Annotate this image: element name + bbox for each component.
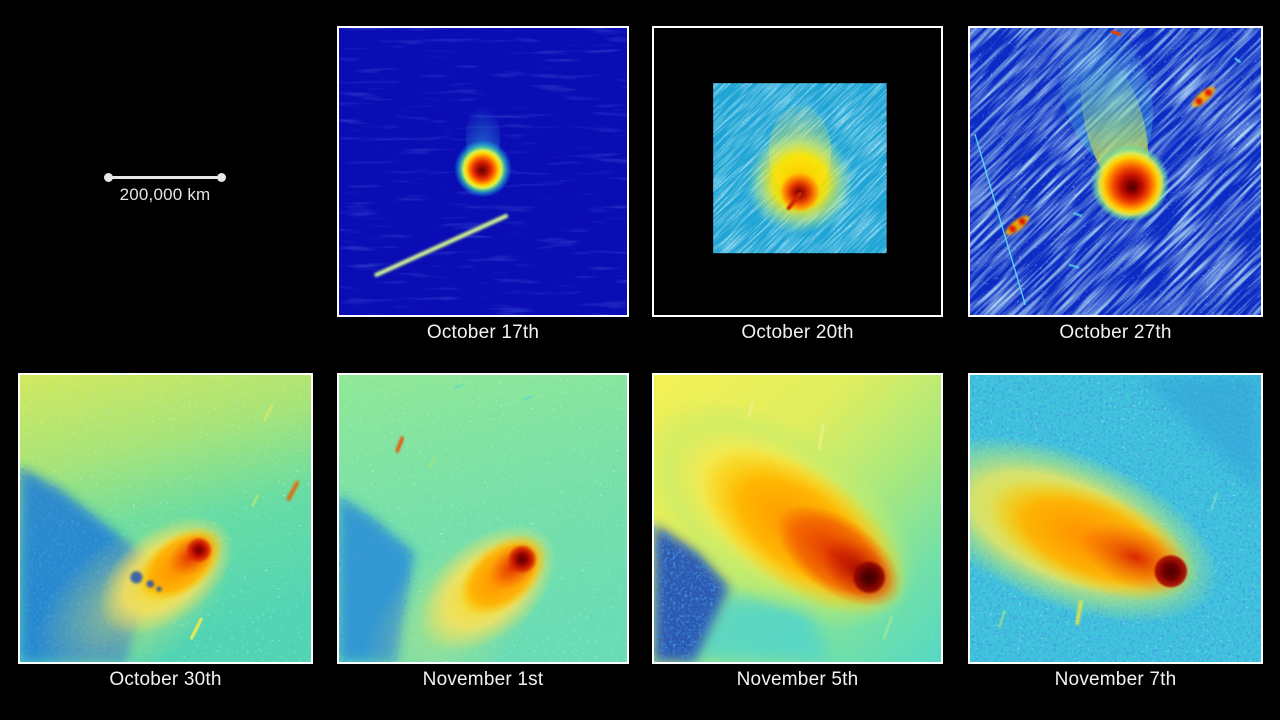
comet-nucleus [1090, 144, 1170, 222]
hot-pixel-dash [1110, 30, 1122, 36]
comet-nucleus [507, 544, 538, 575]
panel-caption: October 20th [741, 322, 854, 343]
panel-november-1: November 1st [337, 373, 629, 690]
comet-nucleus [454, 139, 512, 198]
asteroid-trail-artifact [1192, 86, 1216, 108]
scale-bar-label: 200,000 km [119, 185, 211, 204]
dead-pixel-spots [130, 571, 162, 592]
jet-spike [786, 191, 802, 211]
comet-nucleus [185, 536, 213, 564]
comet-image-october-30 [20, 375, 311, 662]
comet-image-november-5 [654, 375, 941, 662]
scale-bar-line [108, 176, 222, 179]
hot-streak [395, 436, 405, 453]
comet-image-november-1 [339, 375, 627, 662]
panel-caption: November 7th [1054, 669, 1177, 690]
scale-bar-end-dot-right [217, 173, 226, 182]
panel-november-5: November 5th [652, 373, 943, 690]
panel-caption: October 27th [1059, 322, 1172, 343]
scale-bar: 200,000 km [18, 26, 313, 317]
hot-streak [286, 481, 299, 501]
diagonal-scratch-line [974, 133, 1026, 306]
comet-image-october-20 [654, 28, 941, 315]
panel-caption: October 17th [426, 322, 540, 343]
hot-streak [1075, 599, 1084, 626]
panel-october-30: October 30th [18, 373, 313, 690]
panel-october-17: October 17th [337, 26, 629, 343]
panel-caption: November 1st [422, 669, 544, 690]
comet-nucleus [852, 560, 887, 595]
comet-image-october-27 [970, 28, 1261, 315]
comet-nucleus [1153, 554, 1189, 589]
satellite-trail-streak [374, 213, 509, 277]
comet-image-october-17 [339, 28, 627, 315]
inset-exposure-frame [713, 83, 887, 254]
panel-november-7: November 7th [968, 373, 1263, 690]
asteroid-trail-artifact [1005, 215, 1030, 235]
comet-image-november-7 [970, 375, 1261, 662]
panel-caption: November 5th [736, 669, 859, 690]
comet [970, 435, 1220, 624]
panel-october-27: October 27th [968, 26, 1263, 343]
panel-october-20: October 20th [652, 26, 943, 343]
panel-caption: October 30th [109, 669, 222, 690]
